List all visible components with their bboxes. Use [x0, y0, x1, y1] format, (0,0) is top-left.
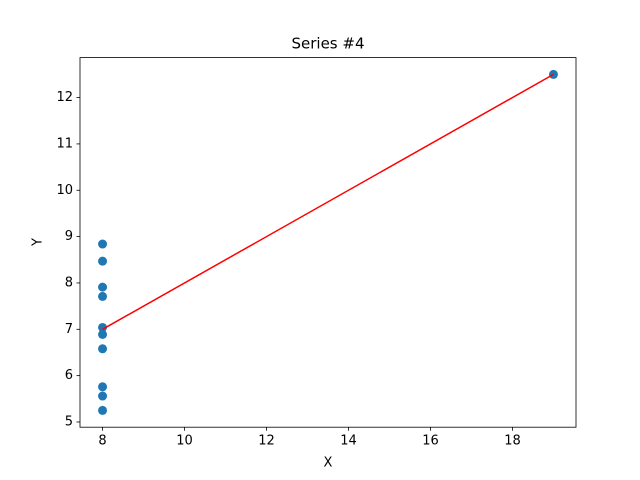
y-tick-label: 12: [56, 90, 73, 105]
point: [98, 291, 108, 301]
x-tick-label: 12: [258, 434, 275, 449]
x-axis-label: X: [324, 456, 333, 471]
y-tick-label: 11: [56, 136, 73, 151]
y-tick-label: 9: [65, 229, 73, 244]
point: [98, 382, 108, 392]
point: [98, 329, 108, 339]
chart-title: Series #4: [291, 35, 364, 53]
plot-frame: [79, 57, 577, 428]
point: [98, 256, 108, 266]
point: [98, 282, 108, 292]
fit-line: [102, 73, 554, 330]
y-tick-label: 8: [65, 275, 73, 290]
y-tick-label: 6: [65, 368, 73, 383]
y-tick-label: 5: [65, 414, 73, 429]
x-tick-label: 18: [504, 434, 521, 449]
y-tick-label: 10: [56, 183, 73, 198]
x-tick-label: 14: [340, 434, 357, 449]
point: [98, 391, 108, 401]
y-axis-label: Y: [31, 238, 46, 247]
point: [98, 239, 108, 249]
x-tick-label: 8: [98, 434, 106, 449]
point: [98, 405, 108, 415]
y-tick-label: 7: [65, 322, 73, 337]
x-tick-label: 10: [176, 434, 193, 449]
point: [98, 322, 108, 332]
x-tick-label: 16: [422, 434, 439, 449]
point: [98, 344, 108, 354]
